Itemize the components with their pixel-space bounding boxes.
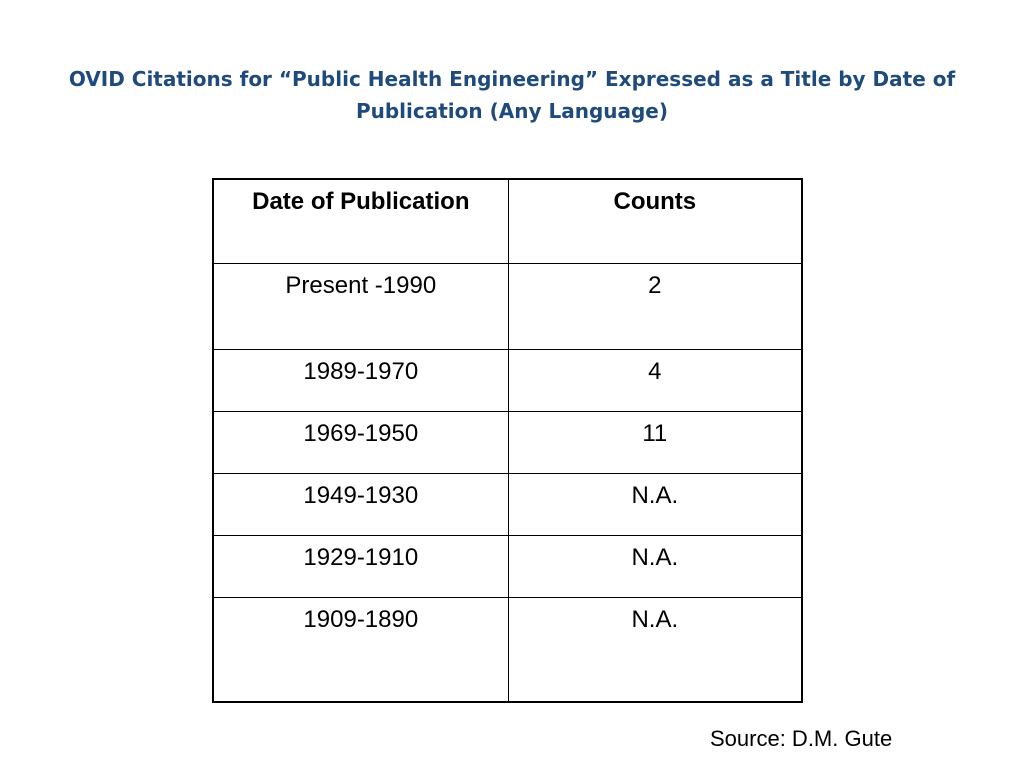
date-cell: 1909-1890 <box>212 596 509 703</box>
date-cell: 1929-1910 <box>212 534 509 598</box>
count-cell: 4 <box>507 348 803 412</box>
date-cell: 1949-1930 <box>212 472 509 536</box>
header-counts: Counts <box>507 178 803 264</box>
count-cell: 2 <box>507 262 803 350</box>
header-date-of-publication: Date of Publication <box>212 178 509 264</box>
date-cell: 1969-1950 <box>212 410 509 474</box>
table-row: 1909-1890 N.A. <box>212 596 803 703</box>
table-row: 1989-1970 4 <box>212 348 803 412</box>
slide-title: OVID Citations for “Public Health Engine… <box>68 67 956 123</box>
table-row: 1949-1930 N.A. <box>212 472 803 536</box>
count-cell: 11 <box>507 410 803 474</box>
date-cell: 1989-1970 <box>212 348 509 412</box>
count-cell: N.A. <box>507 534 803 598</box>
date-cell: Present -1990 <box>212 262 509 350</box>
table-row: 1929-1910 N.A. <box>212 534 803 598</box>
table-header-row: Date of Publication Counts <box>212 178 803 264</box>
count-cell: N.A. <box>507 472 803 536</box>
source-note: Source: D.M. Gute <box>710 726 893 751</box>
count-cell: N.A. <box>507 596 803 703</box>
citations-table: Date of Publication Counts Present -1990… <box>212 178 803 703</box>
table-row: Present -1990 2 <box>212 262 803 350</box>
table-row: 1969-1950 11 <box>212 410 803 474</box>
